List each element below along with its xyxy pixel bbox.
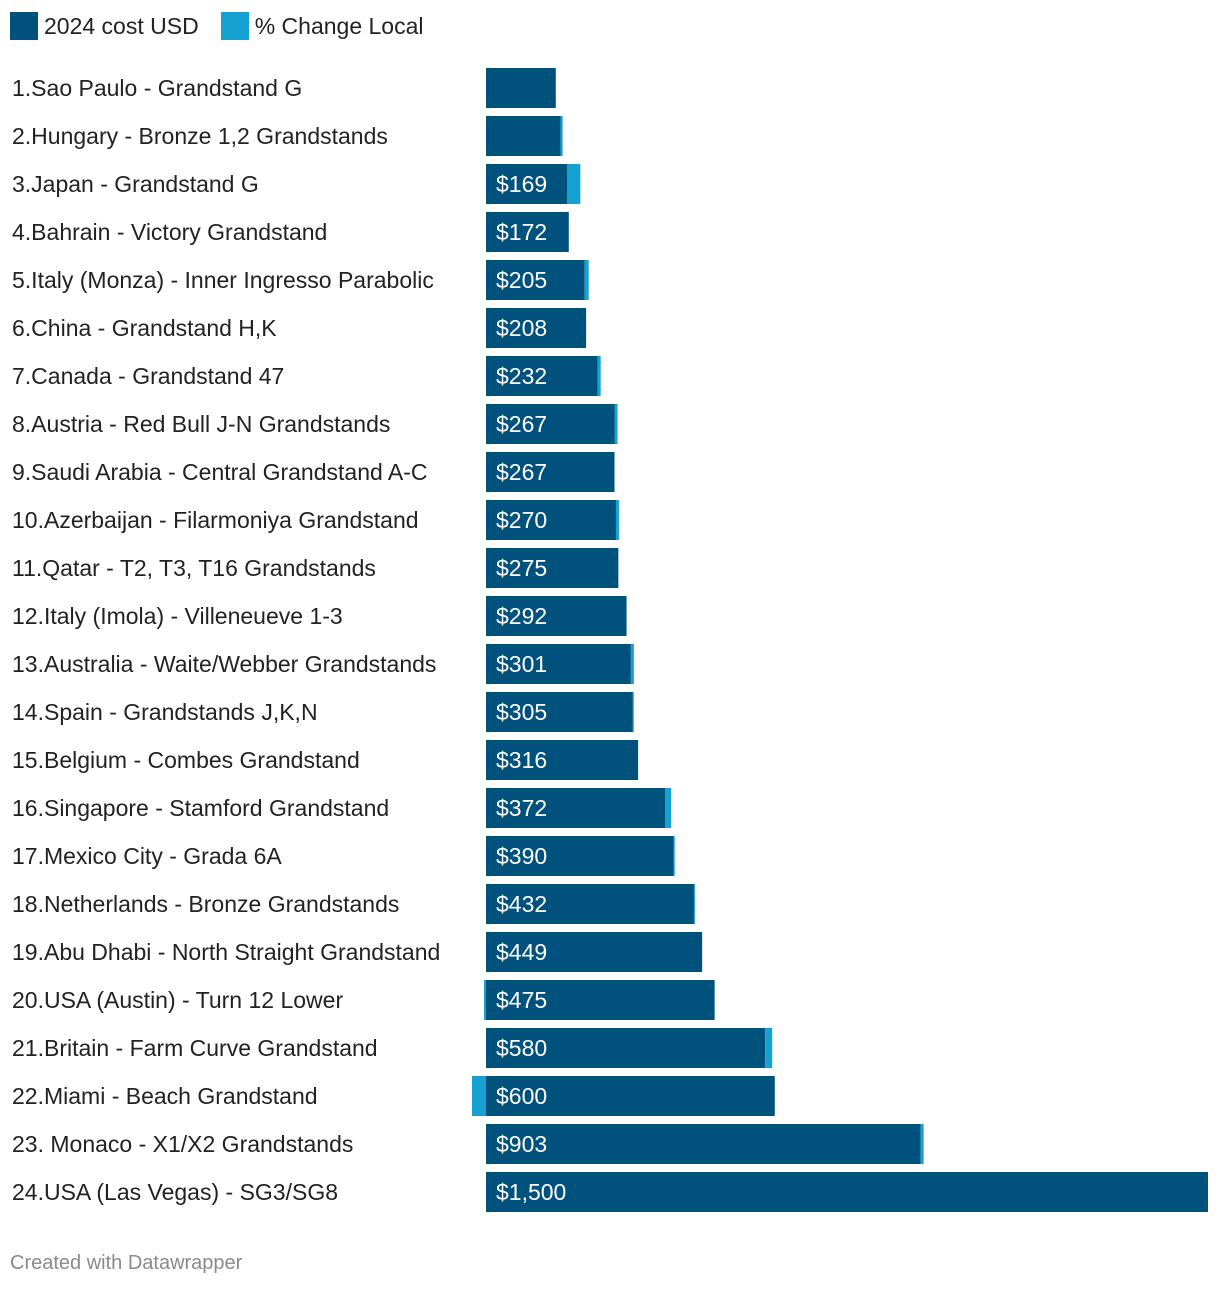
cost-bar xyxy=(486,212,569,252)
category-label: 10.Azerbaijan - Filarmoniya Grandstand xyxy=(12,507,419,533)
category-label: 21.Britain - Farm Curve Grandstand xyxy=(12,1035,378,1061)
cost-bar xyxy=(486,692,633,732)
legend-swatch-change xyxy=(220,12,249,40)
category-label: 12.Italy (Imola) - Villeneueve 1-3 xyxy=(12,603,343,629)
cost-bar xyxy=(486,68,556,108)
value-label: $903 xyxy=(496,1131,547,1157)
category-label: 19.Abu Dhabi - North Straight Grandstand xyxy=(12,939,440,965)
cost-bar xyxy=(486,1028,766,1068)
cost-bar xyxy=(486,596,627,636)
category-label: 2.Hungary - Bronze 1,2 Grandstands xyxy=(12,123,388,149)
category-label: 6.China - Grandstand H,K xyxy=(12,315,277,341)
category-label: 13.Australia - Waite/Webber Grandstands xyxy=(12,651,436,677)
value-label: $449 xyxy=(496,939,547,965)
legend-swatch-cost xyxy=(10,12,38,40)
value-label: $305 xyxy=(496,699,547,725)
category-label: 23. Monaco - X1/X2 Grandstands xyxy=(12,1131,353,1157)
category-label: 9.Saudi Arabia - Central Grandstand A-C xyxy=(12,459,428,485)
category-label: 8.Austria - Red Bull J-N Grandstands xyxy=(12,411,390,437)
change-bar xyxy=(630,644,634,684)
change-bar xyxy=(567,164,581,204)
cost-bar xyxy=(486,932,703,972)
cost-bar xyxy=(486,356,598,396)
value-label: $301 xyxy=(496,651,547,677)
value-label: $1,500 xyxy=(496,1179,566,1205)
change-bar xyxy=(632,692,634,732)
cost-bar xyxy=(486,500,616,540)
value-label: $232 xyxy=(496,363,547,389)
cost-bar xyxy=(486,308,587,348)
category-label: 5.Italy (Monza) - Inner Ingresso Parabol… xyxy=(12,267,434,293)
category-label: 17.Mexico City - Grada 6A xyxy=(12,843,282,869)
change-bar xyxy=(615,500,619,540)
value-label: $169 xyxy=(496,171,547,197)
cost-bar xyxy=(486,740,639,780)
cost-bar xyxy=(486,260,585,300)
change-bar xyxy=(472,1076,486,1116)
category-label: 24.USA (Las Vegas) - SG3/SG8 xyxy=(12,1179,338,1205)
category-label: 7.Canada - Grandstand 47 xyxy=(12,363,284,389)
change-bar xyxy=(484,980,486,1020)
cost-bar xyxy=(486,836,674,876)
change-bar xyxy=(584,260,589,300)
value-label: $475 xyxy=(496,987,547,1013)
change-bar xyxy=(597,356,601,396)
cost-bar xyxy=(486,164,568,204)
change-bar xyxy=(765,1028,773,1068)
cost-bar xyxy=(486,548,619,588)
cost-bar xyxy=(486,884,694,924)
cost-bar xyxy=(486,452,615,492)
value-label: $205 xyxy=(496,267,547,293)
cost-bar xyxy=(486,644,631,684)
value-label: $172 xyxy=(496,219,547,245)
category-label: 22.Miami - Beach Grandstand xyxy=(12,1083,318,1109)
change-bar xyxy=(665,788,672,828)
legend-item-change: % Change Local xyxy=(220,12,424,40)
cost-bar xyxy=(486,404,615,444)
value-label: $275 xyxy=(496,555,547,581)
category-label: 15.Belgium - Combes Grandstand xyxy=(12,747,360,773)
value-label: $316 xyxy=(496,747,547,773)
value-label: $267 xyxy=(496,411,547,437)
value-label: $372 xyxy=(496,795,547,821)
value-label: $270 xyxy=(496,507,547,533)
category-label: 14.Spain - Grandstands J,K,N xyxy=(12,699,318,725)
chart-legend: 2024 cost USD % Change Local xyxy=(10,12,446,40)
value-label: $292 xyxy=(496,603,547,629)
change-bar xyxy=(693,884,695,924)
category-label: 18.Netherlands - Bronze Grandstands xyxy=(12,891,399,917)
change-bar xyxy=(614,404,618,444)
footer-credit: Created with Datawrapper xyxy=(10,1252,243,1274)
change-bar xyxy=(673,836,675,876)
category-label: 4.Bahrain - Victory Grandstand xyxy=(12,219,327,245)
value-label: $390 xyxy=(496,843,547,869)
value-label: $432 xyxy=(496,891,547,917)
cost-bar xyxy=(486,1076,775,1116)
value-label: $580 xyxy=(496,1035,547,1061)
category-label: 1.Sao Paulo - Grandstand G xyxy=(12,75,302,101)
legend-label-cost: 2024 cost USD xyxy=(44,12,199,39)
category-label: 20.USA (Austin) - Turn 12 Lower xyxy=(12,987,343,1013)
cost-bar xyxy=(486,1124,921,1164)
value-label: $600 xyxy=(496,1083,547,1109)
category-label: 11.Qatar - T2, T3, T16 Grandstands xyxy=(12,555,376,581)
cost-bar xyxy=(486,116,561,156)
value-label: $208 xyxy=(496,315,547,341)
cost-bar xyxy=(486,788,666,828)
bar-chart: 1.Sao Paulo - Grandstand G 2.Hungary - Br… xyxy=(12,68,1208,1212)
change-bar xyxy=(920,1124,924,1164)
cost-bar xyxy=(486,1172,1208,1212)
cost-bar xyxy=(486,980,715,1020)
change-bar xyxy=(560,116,563,156)
category-label: 3.Japan - Grandstand G xyxy=(12,171,259,197)
legend-item-cost: 2024 cost USD xyxy=(10,12,199,40)
category-label: 16.Singapore - Stamford Grandstand xyxy=(12,795,389,821)
value-label: $267 xyxy=(496,459,547,485)
legend-label-change: % Change Local xyxy=(254,12,424,39)
